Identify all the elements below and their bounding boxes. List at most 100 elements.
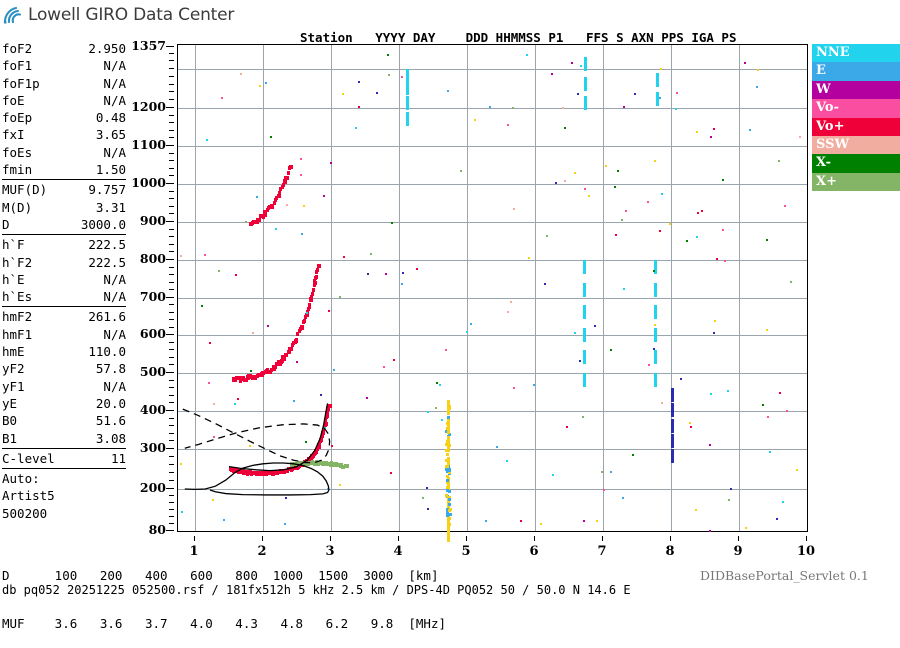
param-row: D 3000.0 <box>2 216 126 233</box>
y-axis-minor-tick <box>169 153 174 154</box>
param-key: B1 <box>2 430 17 447</box>
y-axis-minor-tick <box>169 229 174 230</box>
ionogram-plot[interactable] <box>177 44 808 532</box>
legend-item-x[interactable]: X- <box>812 154 900 172</box>
param-row: foF1p N/A <box>2 75 126 92</box>
param-value: 3.65 <box>96 126 126 143</box>
param-value: 222.5 <box>88 254 126 271</box>
param-row: foF2 2.950 <box>2 40 126 57</box>
legend-item-nne[interactable]: NNE <box>812 44 900 62</box>
brand-title: Lowell GIRO Data Center <box>28 5 234 25</box>
y-axis-minor-tick <box>169 342 174 343</box>
param-row: hmE 110.0 <box>2 343 126 360</box>
y-axis-minor-tick <box>169 122 174 123</box>
param-key: D <box>2 216 10 233</box>
y-axis-minor-tick <box>169 160 174 161</box>
y-axis-minor-tick <box>169 53 174 54</box>
y-axis-minor-tick <box>169 372 174 373</box>
param-value: 9.757 <box>88 181 126 198</box>
param-value: 222.5 <box>88 236 126 253</box>
x-axis-tick <box>738 536 739 541</box>
y-axis-tick-label: 80 <box>149 522 166 537</box>
y-axis-minor-tick <box>169 319 174 320</box>
y-axis-tick-label: 400 <box>140 402 166 417</box>
y-axis-minor-tick <box>169 425 174 426</box>
param-value: 57.8 <box>96 360 126 377</box>
param-key: fmin <box>2 161 32 178</box>
legend-item-w[interactable]: W <box>812 81 900 99</box>
param-row: foEp 0.48 <box>2 109 126 126</box>
param-row: MUF(D) 9.757 <box>2 181 126 198</box>
param-row: yF2 57.8 <box>2 360 126 377</box>
profile-overlay <box>178 45 807 531</box>
y-axis-minor-tick <box>169 380 174 381</box>
y-axis-tick <box>166 46 174 47</box>
x-axis-tick <box>670 536 671 541</box>
x-axis-tick <box>806 536 807 541</box>
legend-item-vo[interactable]: Vo+ <box>812 118 900 136</box>
y-axis-tick <box>166 530 174 531</box>
y-axis-minor-tick <box>169 267 174 268</box>
param-value: N/A <box>103 271 126 288</box>
y-axis-tick-label: 1100 <box>131 137 166 152</box>
param-row: C-level 11 <box>2 450 126 467</box>
param-value: N/A <box>103 326 126 343</box>
y-axis-minor-tick <box>169 289 174 290</box>
y-axis-minor-tick <box>169 464 174 465</box>
muf-locus-curve <box>183 409 330 463</box>
legend-item-label: X+ <box>816 174 837 189</box>
param-value: N/A <box>103 92 126 109</box>
param-row: h`F 222.5 <box>2 236 126 253</box>
param-key: hmF1 <box>2 326 32 343</box>
y-axis-minor-tick <box>169 206 174 207</box>
electron-density-profile-curve <box>229 403 328 470</box>
param-row: hmF1 N/A <box>2 326 126 343</box>
y-axis-minor-tick <box>169 516 174 517</box>
param-key: h`F2 <box>2 254 32 271</box>
param-key: MUF(D) <box>2 181 47 198</box>
param-key: yE <box>2 395 17 412</box>
y-axis-minor-tick <box>169 213 174 214</box>
y-axis-minor-tick <box>169 472 174 473</box>
y-axis-minor-tick <box>169 137 174 138</box>
param-row: fxI 3.65 <box>2 126 126 143</box>
brand-header: Lowell GIRO Data Center <box>2 3 302 27</box>
param-key: M(D) <box>2 199 32 216</box>
legend-item-x[interactable]: X+ <box>812 173 900 191</box>
ionogram-parameter-table: foF2 2.950 foF1 N/A foF1p N/A foE N/A foEp 0.48 fx… <box>2 40 126 470</box>
y-axis-minor-tick <box>169 183 174 184</box>
y-axis-minor-tick <box>169 99 174 100</box>
param-row: M(D) 3.31 <box>2 199 126 216</box>
param-row: hmF2 261.6 <box>2 308 126 325</box>
param-value: 51.6 <box>96 412 126 429</box>
y-axis-tick-label: 1357 <box>131 38 166 53</box>
param-key: B0 <box>2 412 17 429</box>
param-key: h`E <box>2 271 25 288</box>
legend-item-ssw[interactable]: SSW <box>812 136 900 154</box>
direction-legend[interactable]: NNE E W Vo- Vo+ SSW X- X+ <box>812 44 900 191</box>
param-key: h`F <box>2 236 25 253</box>
y-axis-minor-tick <box>169 130 174 131</box>
y-axis-minor-tick <box>169 357 174 358</box>
legend-item-label: X- <box>816 155 831 170</box>
param-key: yF2 <box>2 360 25 377</box>
param-value: N/A <box>103 378 126 395</box>
y-axis-minor-tick <box>169 448 174 449</box>
y-axis-minor-tick <box>169 198 174 199</box>
wifi-arc-icon <box>2 5 26 25</box>
servlet-version-label: DIDBasePortal_Servlet 0.1 <box>700 568 869 583</box>
y-axis-tick-label: 300 <box>140 440 166 455</box>
y-axis-minor-tick <box>169 191 174 192</box>
legend-item-vo[interactable]: Vo- <box>812 99 900 117</box>
x-axis-tick <box>534 536 535 541</box>
y-axis: 80 200 300 400 500 600 700 800 900 1000 1100 1200 13… <box>126 38 174 538</box>
y-axis-minor-tick <box>169 221 174 222</box>
param-key: foE <box>2 92 25 109</box>
legend-item-e[interactable]: E <box>812 62 900 80</box>
y-axis-minor-tick <box>169 502 174 503</box>
autoscale-info: Auto: Artist5 500200 <box>2 470 55 522</box>
y-axis-tick-label: 800 <box>140 251 166 266</box>
param-row: fmin 1.50 <box>2 161 126 178</box>
x-axis-tick <box>466 536 467 541</box>
param-value: 2.950 <box>88 40 126 57</box>
